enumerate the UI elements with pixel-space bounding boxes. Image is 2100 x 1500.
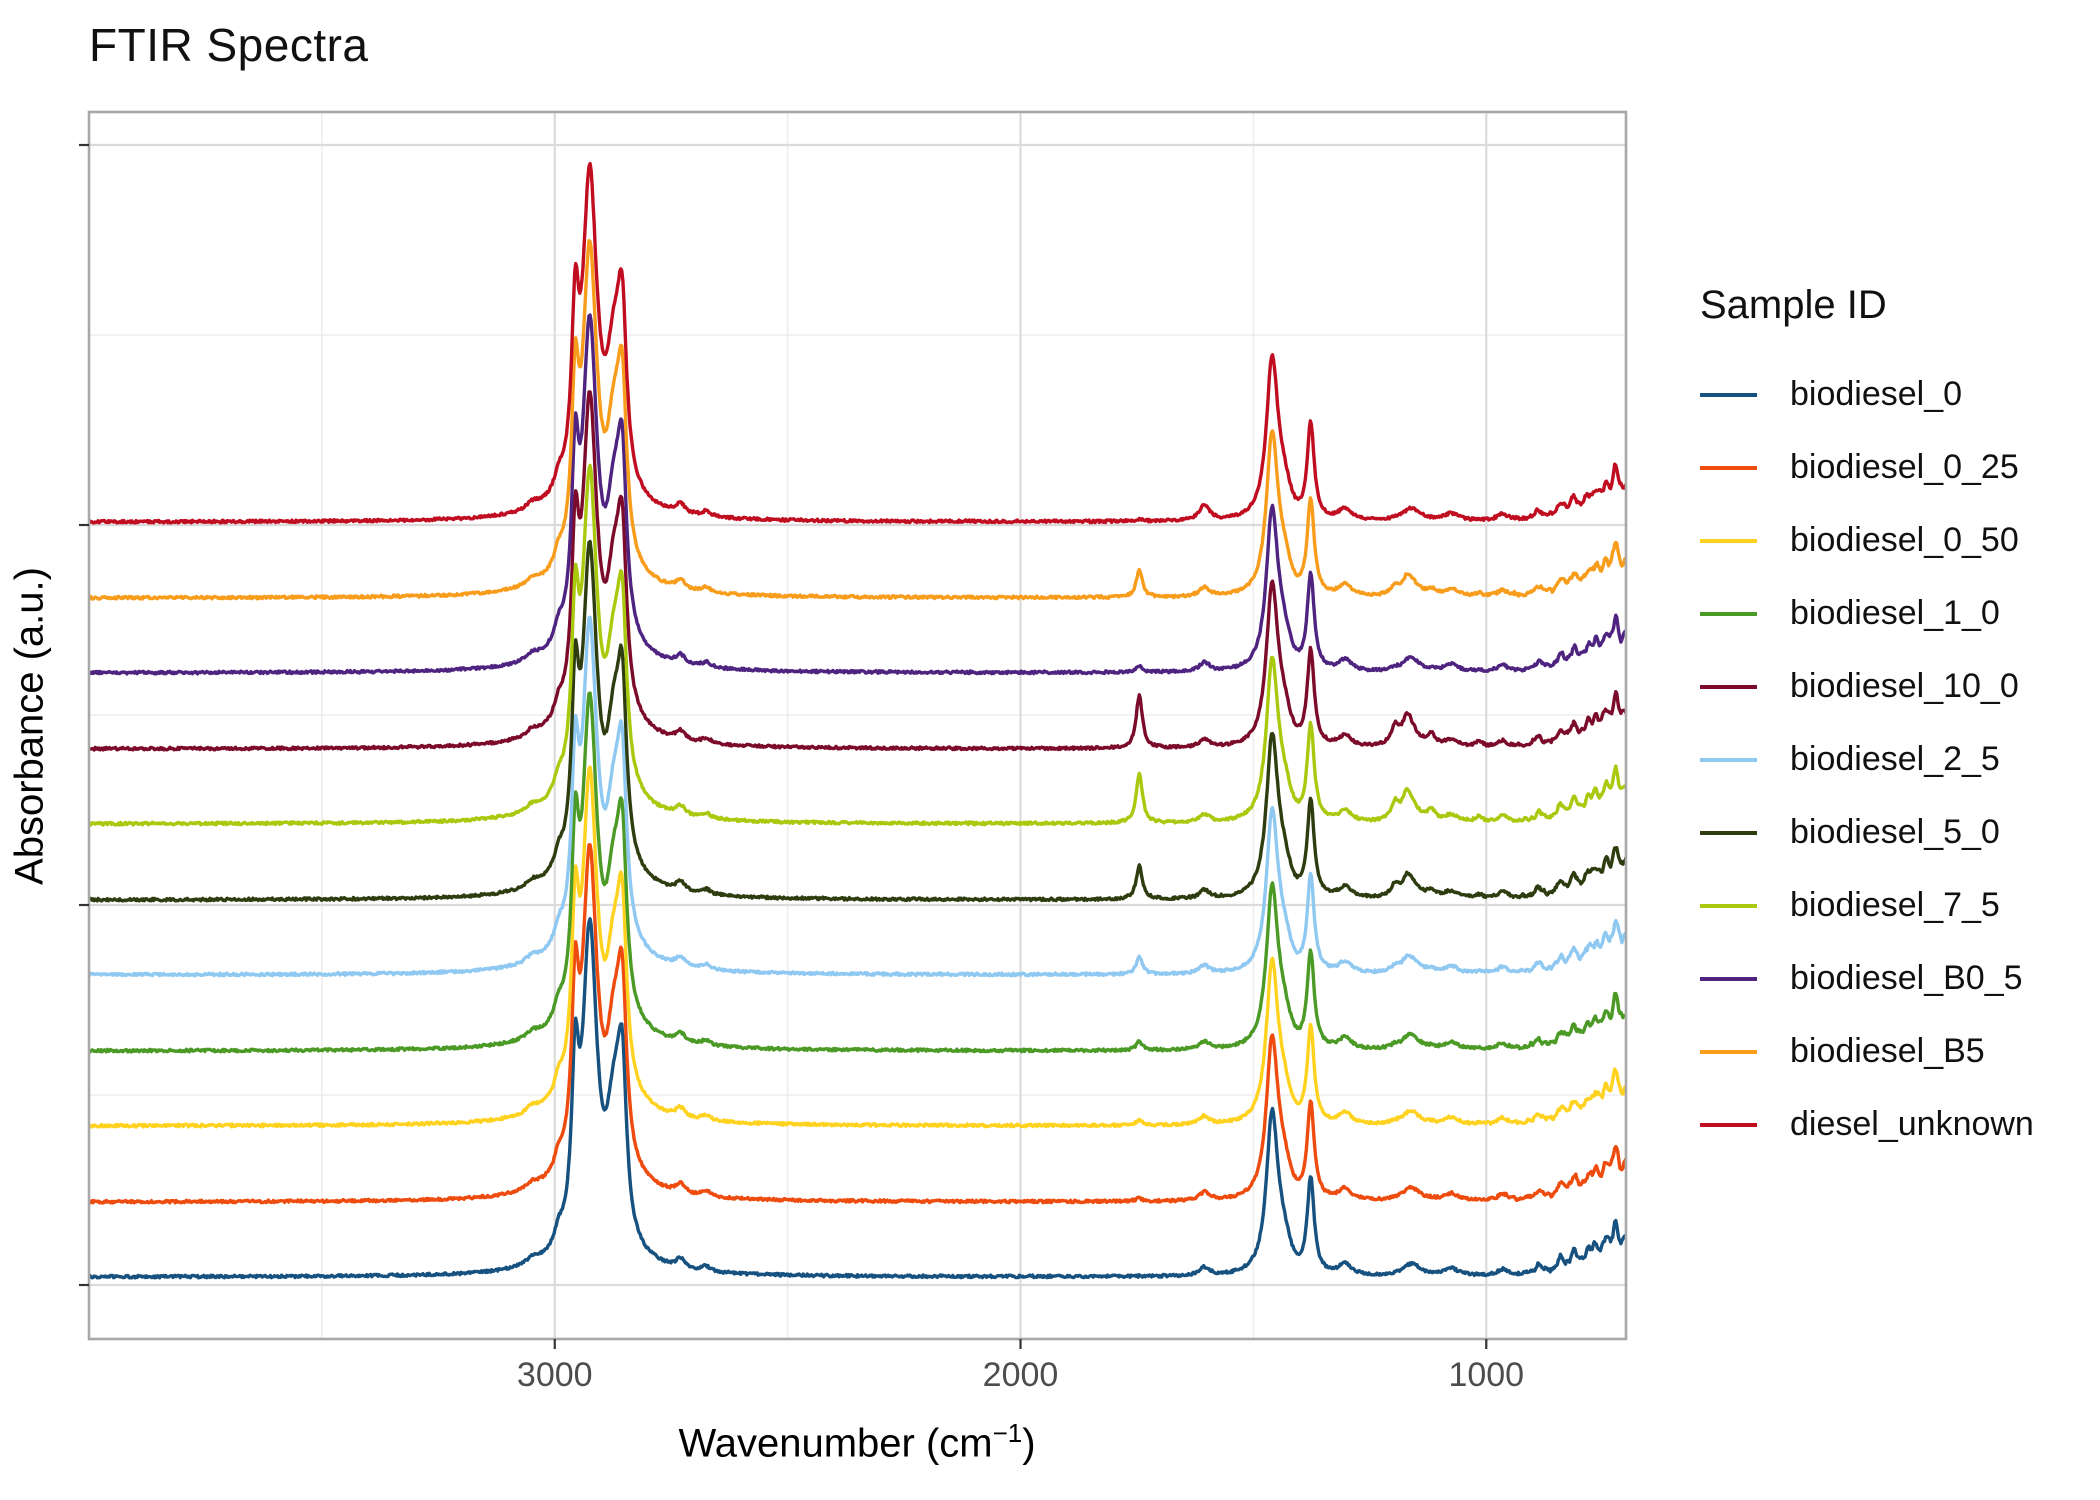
spectrum-curve-biodiesel_0_25 (89, 843, 1626, 1205)
spectra-curves (89, 161, 1626, 1280)
x-axis-title-exponent: −1 (992, 1418, 1023, 1448)
x-axis-title-text: Wavenumber (cm (678, 1421, 993, 1466)
legend-label: biodiesel_B5 (1790, 1032, 1985, 1070)
legend-item-biodiesel_1_0: biodiesel_1_0 (1700, 577, 2034, 650)
legend-label: biodiesel_0_25 (1790, 448, 2019, 486)
legend-item-biodiesel_B0_5: biodiesel_B0_5 (1700, 942, 2034, 1015)
legend-item-biodiesel_7_5: biodiesel_7_5 (1700, 869, 2034, 942)
legend-label: biodiesel_B0_5 (1790, 959, 2023, 997)
legend-key-line-biodiesel_B5 (1700, 1049, 1757, 1054)
legend-label: biodiesel_2_5 (1790, 740, 2000, 778)
spectrum-curve-biodiesel_7_5 (89, 463, 1626, 827)
spectrum-curve-diesel_unknown (89, 161, 1626, 525)
legend-key-line-biodiesel_B0_5 (1700, 976, 1757, 981)
legend: Sample ID biodiesel_0 biodiesel_0_25 biodi… (1700, 283, 2034, 1161)
spectrum-curve-biodiesel_0_50 (89, 765, 1626, 1129)
legend-key-line-biodiesel_2_5 (1700, 757, 1757, 762)
page-title: FTIR Spectra (89, 19, 369, 71)
legend-item-biodiesel_5_0: biodiesel_5_0 (1700, 796, 2034, 869)
legend-label: biodiesel_0_50 (1790, 521, 2019, 559)
spectrum-curve-biodiesel_10_0 (89, 390, 1626, 752)
x-tick-label-3000: 3000 (516, 1356, 593, 1394)
legend-label: biodiesel_0 (1790, 375, 1963, 413)
x-axis-title: Wavenumber (cm−1) (678, 1418, 1035, 1466)
legend-item-biodiesel_0_25: biodiesel_0_25 (1700, 431, 2034, 504)
legend-item-biodiesel_0: biodiesel_0 (1700, 358, 2034, 431)
y-axis-title: Absorbance (a.u.) (7, 567, 52, 885)
x-tick-label-2000: 2000 (982, 1356, 1059, 1394)
spectrum-curve-biodiesel_B0_5 (89, 313, 1626, 676)
legend-item-diesel_unknown: diesel_unknown (1700, 1088, 2034, 1161)
spectrum-curve-biodiesel_2_5 (89, 615, 1626, 978)
x-axis-title-close: ) (1022, 1421, 1036, 1466)
legend-key-line-biodiesel_1_0 (1700, 611, 1757, 616)
legend-item-biodiesel_0_50: biodiesel_0_50 (1700, 504, 2034, 577)
legend-key-line-biodiesel_0 (1700, 392, 1757, 397)
legend-key-line-biodiesel_0_25 (1700, 465, 1757, 470)
legend-label: biodiesel_5_0 (1790, 813, 2000, 851)
legend-item-biodiesel_2_5: biodiesel_2_5 (1700, 723, 2034, 796)
legend-key-line-biodiesel_0_50 (1700, 538, 1757, 543)
legend-key-line-biodiesel_10_0 (1700, 684, 1757, 689)
spectrum-curve-biodiesel_1_0 (89, 691, 1626, 1054)
legend-item-biodiesel_10_0: biodiesel_10_0 (1700, 650, 2034, 723)
legend-label: diesel_unknown (1790, 1105, 2034, 1143)
spectrum-curve-biodiesel_B5 (89, 238, 1626, 601)
legend-label: biodiesel_1_0 (1790, 594, 2000, 632)
legend-label: biodiesel_7_5 (1790, 886, 2000, 924)
legend-label: biodiesel_10_0 (1790, 667, 2019, 705)
x-tick-label-1000: 1000 (1448, 1356, 1525, 1394)
gridlines-minor (89, 112, 1626, 1339)
legend-key-line-diesel_unknown (1700, 1122, 1757, 1127)
axis-tick-marks (79, 143, 1488, 1349)
spectrum-curve-biodiesel_5_0 (89, 539, 1626, 903)
panel-border (87, 110, 1628, 1341)
legend-title: Sample ID (1700, 283, 1887, 327)
gridlines-major (89, 112, 1626, 1339)
legend-item-biodiesel_B5: biodiesel_B5 (1700, 1015, 2034, 1088)
legend-key-line-biodiesel_5_0 (1700, 830, 1757, 835)
legend-key-line-biodiesel_7_5 (1700, 903, 1757, 908)
spectrum-curve-biodiesel_0 (89, 917, 1626, 1280)
